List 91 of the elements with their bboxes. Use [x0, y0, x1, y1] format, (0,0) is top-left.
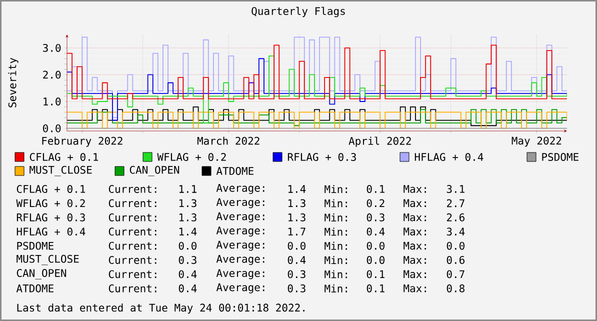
- x-tick-label: May 2022: [512, 136, 562, 147]
- text: 0.3: [288, 284, 306, 292]
- x-tick-label: April 2022: [348, 136, 411, 147]
- text: 1.1: [179, 185, 196, 193]
- text: Average:: [216, 226, 264, 237]
- text: Average:: [216, 283, 264, 294]
- text: Max:: [404, 228, 426, 236]
- text: RFLAG + 0.3: [16, 213, 85, 222]
- text: 2.6: [446, 213, 464, 222]
- legend-label: WFLAG + 0.2: [157, 153, 226, 161]
- text: Max:: [404, 242, 426, 250]
- text: Current:: [108, 199, 156, 208]
- text: CAN_OPEN: [16, 269, 66, 280]
- text: Average:: [216, 269, 264, 280]
- text: 0.0: [178, 242, 196, 250]
- text: 0.7: [446, 270, 464, 278]
- text: 0.3: [366, 213, 384, 222]
- text: 0.0: [288, 242, 306, 250]
- text: 0.1: [366, 284, 384, 292]
- text: Max:: [404, 213, 426, 222]
- text: 1.3: [288, 199, 306, 208]
- text: Current:: [108, 185, 156, 193]
- text: 0.0: [446, 242, 464, 250]
- text: Max:: [404, 185, 426, 193]
- text: Min:: [324, 185, 347, 193]
- legend-label: HFLAG + 0.4: [414, 153, 484, 161]
- text: Current:: [108, 256, 156, 264]
- y-tick-label: 3.0: [43, 44, 61, 52]
- text: 0.2: [366, 199, 384, 208]
- chart-title: Quarterly Flags: [252, 6, 345, 18]
- text: Min:: [324, 256, 347, 264]
- text: Average:: [216, 184, 264, 194]
- text: Average:: [216, 255, 264, 265]
- text: Max:: [404, 270, 426, 278]
- text: Min:: [324, 228, 347, 236]
- text: 1.4: [288, 185, 306, 193]
- text: Average:: [216, 198, 264, 208]
- legend-label: CFLAG + 0.1: [30, 153, 98, 161]
- text: 1.4: [179, 228, 197, 236]
- text: 0.4: [366, 228, 385, 236]
- text: MUST_CLOSE: [16, 254, 79, 266]
- text: Current:: [108, 270, 156, 278]
- text: Min:: [324, 284, 347, 292]
- text: Current:: [108, 242, 156, 250]
- text: Max:: [404, 256, 426, 264]
- text: Current:: [108, 213, 156, 222]
- text: PSDOME: [17, 242, 54, 250]
- text: 0.3: [288, 270, 306, 278]
- text: 0.1: [366, 185, 384, 193]
- legend-label: ATDOME: [216, 167, 254, 175]
- text: Current:: [108, 228, 156, 236]
- text: 0.4: [288, 256, 306, 264]
- text: Last data entered at Tue May 24 00:01:18 2022.: [17, 304, 304, 314]
- text: 0.4: [178, 284, 197, 292]
- y-tick-label: 0.0: [43, 124, 61, 132]
- text: 0.8: [446, 284, 464, 292]
- x-tick-label: February 2022: [42, 136, 122, 147]
- text: Min:: [324, 199, 347, 208]
- text: 0.1: [366, 270, 384, 278]
- legend-label: MUST_CLOSE: [30, 166, 92, 176]
- text: WFLAG + 0.2: [16, 199, 85, 208]
- text: Current:: [108, 284, 156, 292]
- text: Average:: [216, 212, 264, 222]
- text: 1.3: [179, 199, 196, 208]
- text: 0.0: [366, 242, 384, 250]
- text: 0.6: [446, 256, 464, 264]
- text: 2.7: [446, 199, 464, 208]
- text: HFLAG + 0.4: [16, 228, 86, 236]
- text: Max:: [404, 284, 426, 292]
- text: Min:: [324, 213, 347, 222]
- x-tick-label: March 2022: [197, 136, 260, 145]
- y-tick-label: 1.0: [44, 98, 61, 106]
- text: Max:: [404, 199, 426, 208]
- text: 0.3: [178, 256, 196, 264]
- text: Min:: [324, 242, 347, 250]
- legend-label: RFLAG + 0.3: [288, 153, 356, 161]
- y-axis-title: Severity: [8, 58, 18, 108]
- text: 0.0: [366, 256, 384, 264]
- text: 3.4: [446, 228, 465, 236]
- y-tick-label: 2.0: [43, 70, 61, 79]
- legend-label: PSDOME: [542, 153, 578, 161]
- text: Min:: [324, 270, 347, 278]
- text: 1.7: [288, 228, 306, 236]
- text: ATDOME: [16, 284, 54, 292]
- text: Average:: [216, 240, 264, 251]
- legend-label: CAN_OPEN: [130, 166, 180, 176]
- text: 3.1: [446, 185, 464, 193]
- text: 1.3: [288, 213, 306, 222]
- text: 1.3: [179, 213, 196, 222]
- text: 0.4: [178, 270, 197, 278]
- text: CFLAG + 0.1: [16, 185, 86, 193]
